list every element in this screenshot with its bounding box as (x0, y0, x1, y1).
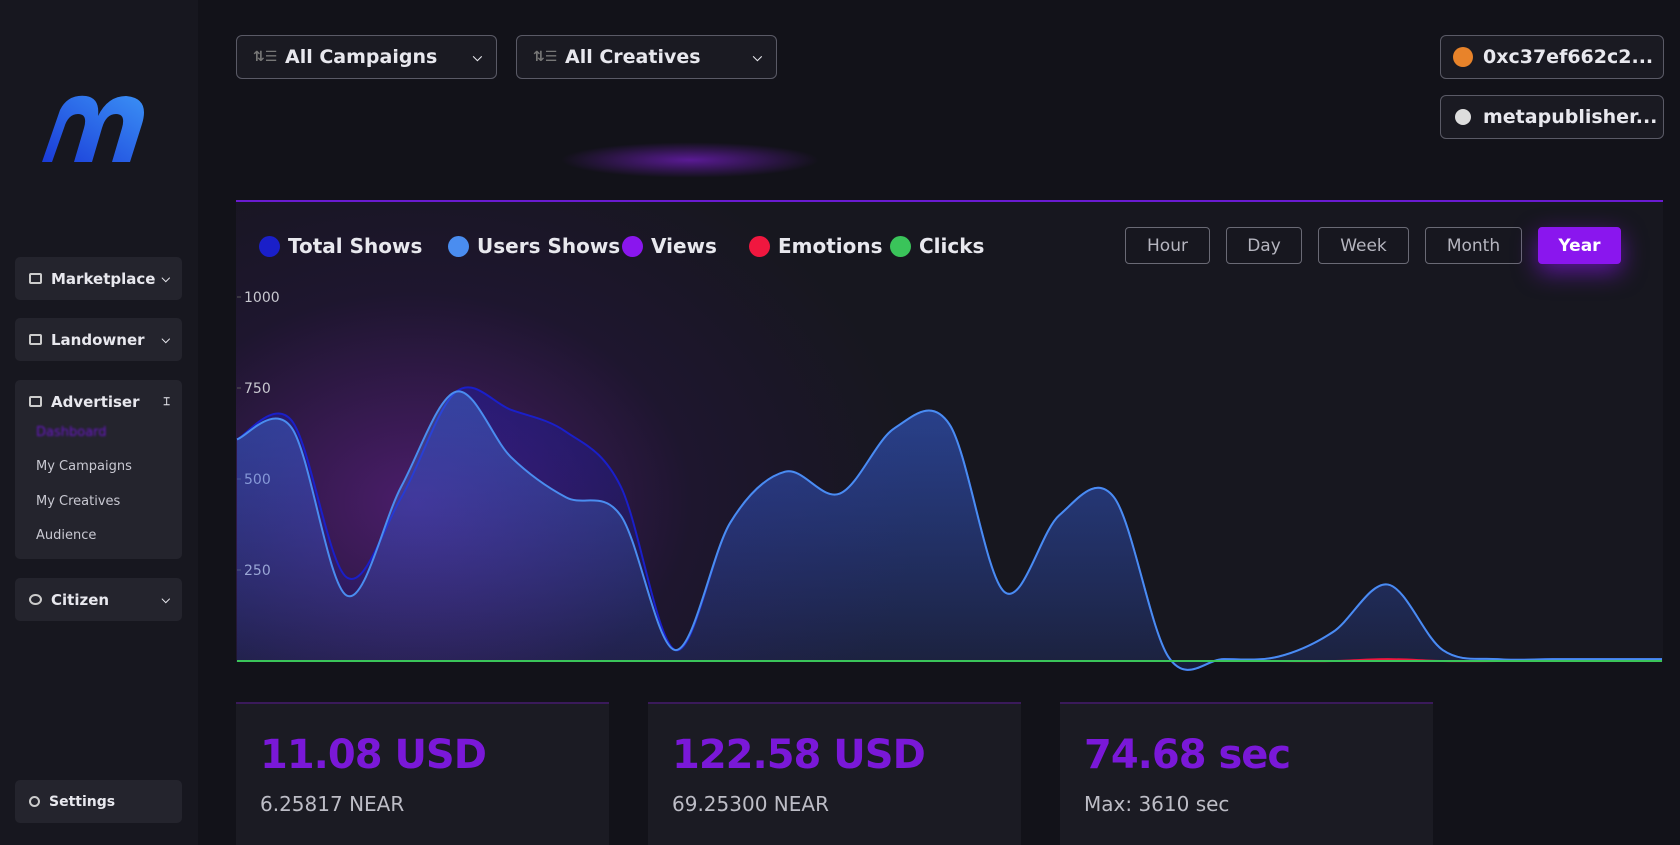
creative-filter[interactable]: ⇅☰ All Creatives ⌵ (516, 35, 777, 79)
stat-value: 122.58 USD (672, 732, 926, 778)
stat-card: 74.68 sec Max: 3610 sec (1060, 702, 1433, 845)
advertiser-panel (15, 380, 182, 559)
sidebar: Marketplace ⌵ Landowner ⌵ Advertiser ⌶ Dash… (0, 0, 198, 845)
range-button[interactable]: Year (1538, 227, 1621, 264)
legend-swatch (259, 235, 280, 257)
menu-settings[interactable]: Settings (15, 780, 182, 823)
menu-label: Advertiser (51, 392, 140, 411)
stat-sub: 69.25300 NEAR (672, 792, 829, 816)
legend-label: Clicks (919, 234, 985, 258)
stat-value: 74.68 sec (1084, 732, 1291, 778)
wallet-address: 0xc37ef662c2... (1483, 46, 1654, 68)
chart: 2505007501000 (236, 290, 1662, 671)
menu-label: Landowner (51, 330, 145, 349)
submenu-item[interactable]: Audience (36, 528, 97, 543)
wallet-button[interactable]: 0xc37ef662c2... (1440, 35, 1664, 79)
stat-sub: Max: 3610 sec (1084, 792, 1230, 816)
logo[interactable] (38, 88, 162, 168)
user-button[interactable]: metapublisher... (1440, 95, 1664, 139)
menu-label: Citizen (51, 590, 110, 609)
legend-item[interactable]: Emotions (749, 232, 883, 260)
user-name: metapublisher... (1483, 106, 1658, 128)
stat-card: 122.58 USD 69.25300 NEAR (648, 702, 1021, 845)
legend-label: Users Shows (477, 234, 621, 258)
glow (560, 142, 820, 178)
legend-item[interactable]: Clicks (890, 232, 984, 260)
filter-label: All Campaigns (285, 46, 438, 68)
menu-label: Marketplace (51, 269, 156, 288)
range-button[interactable]: Hour (1125, 227, 1210, 264)
menu-landowner[interactable]: Landowner ⌵ (15, 318, 182, 361)
submenu-item[interactable]: My Campaigns (36, 459, 132, 474)
y-tick-label: 1000 (244, 290, 280, 306)
menu-citizen[interactable]: Citizen ⌵ (15, 578, 182, 621)
range-button[interactable]: Week (1318, 227, 1409, 264)
legend-item[interactable]: Users Shows (448, 232, 620, 260)
legend-swatch (890, 235, 911, 257)
legend-swatch (749, 235, 770, 257)
legend-label: Emotions (778, 234, 883, 258)
series-line (236, 390, 1662, 671)
legend-label: Total Shows (288, 234, 423, 258)
legend-item[interactable]: Total Shows (259, 232, 422, 260)
legend-swatch (448, 235, 469, 257)
legend-item[interactable]: Views (622, 232, 717, 260)
y-tick-label: 750 (244, 381, 271, 397)
menu-label: Settings (49, 793, 116, 810)
range-button[interactable]: Day (1226, 227, 1302, 264)
stat-sub: 6.25817 NEAR (260, 792, 405, 816)
stat-card: 11.08 USD 6.25817 NEAR (236, 702, 609, 845)
filter-label: All Creatives (565, 46, 701, 68)
submenu-item[interactable]: Dashboard (36, 425, 107, 440)
stat-value: 11.08 USD (260, 732, 487, 778)
menu-marketplace[interactable]: Marketplace ⌵ (15, 257, 182, 300)
legend-label: Views (651, 234, 717, 258)
menu-advertiser[interactable]: Advertiser ⌶ (15, 380, 182, 423)
submenu-item[interactable]: My Creatives (36, 494, 121, 509)
range-button[interactable]: Month (1425, 227, 1522, 264)
legend-swatch (622, 235, 643, 257)
series-area (237, 391, 1662, 670)
campaign-filter[interactable]: ⇅☰ All Campaigns ⌵ (236, 35, 497, 79)
